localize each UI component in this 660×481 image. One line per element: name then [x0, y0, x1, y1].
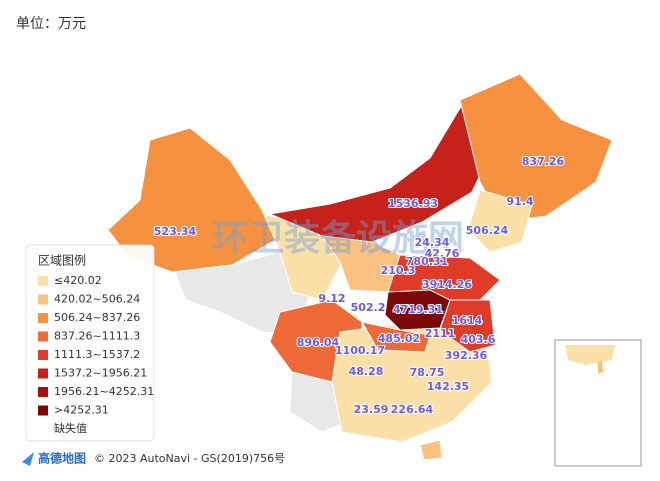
unit-label: 单位：万元	[16, 16, 86, 32]
value-label: 485.02	[378, 332, 420, 345]
legend-label: 1537.2~1956.21	[54, 367, 147, 380]
legend-label: ≤420.02	[54, 274, 102, 287]
legend-label: >4252.31	[54, 404, 109, 417]
legend-swatch	[38, 331, 48, 342]
logo-icon	[22, 452, 34, 466]
value-label: 4719.31	[393, 303, 443, 316]
value-label: 392.36	[445, 349, 488, 362]
legend-swatch	[38, 350, 48, 360]
value-label: 1536.93	[388, 197, 438, 210]
legend-label: 420.02~506.24	[54, 293, 140, 306]
value-label: 403.6	[461, 333, 496, 346]
value-label: 3914.26	[422, 278, 472, 291]
value-labels: 523.34837.2691.41536.93506.2424.3442.767…	[153, 154, 566, 417]
region	[361, 321, 431, 353]
legend-title: 区域图例	[38, 254, 86, 268]
legend-swatch	[38, 313, 48, 323]
value-label: 42.76	[425, 247, 460, 260]
value-label: 523.34	[154, 225, 197, 238]
attribution: © 2023 AutoNavi - GS(2019)756号	[94, 452, 285, 465]
legend-box	[25, 244, 155, 442]
value-label: 48.28	[349, 365, 384, 378]
value-label: 78.75	[410, 366, 445, 379]
inset-island	[598, 360, 603, 374]
value-label: 23.59	[354, 403, 389, 416]
value-label: 91.4	[506, 195, 533, 208]
value-label: 226.64	[391, 403, 434, 416]
regions	[107, 73, 613, 461]
legend: ≤420.02 420.02~506.24 506.24~837.26 837.26~…	[38, 274, 154, 435]
inset-land	[565, 345, 615, 365]
legend-swatch	[38, 276, 48, 286]
legend-swatch	[38, 294, 48, 305]
legend-label: 1111.3~1537.2	[54, 348, 140, 361]
value-label: 896.04	[297, 336, 340, 349]
value-label: 1100.17	[335, 344, 385, 357]
value-label: 9.12	[318, 292, 345, 305]
legend-swatch	[38, 368, 48, 379]
region	[384, 289, 451, 331]
value-label: 837.26	[522, 155, 565, 168]
value-label: 506.24	[466, 224, 509, 237]
region	[289, 371, 353, 433]
value-label: 1614	[452, 314, 483, 327]
logo: 高德地图	[38, 451, 86, 466]
legend-swatch	[38, 387, 48, 397]
legend-label: 1956.21~4252.31	[54, 385, 154, 398]
value-label: 210.3	[381, 264, 416, 277]
legend-missing: 缺失值	[54, 421, 87, 435]
legend-label: 506.24~837.26	[54, 311, 140, 324]
value-label: 780.31	[406, 255, 448, 268]
value-label: 2111	[425, 327, 456, 340]
value-label: 142.35	[427, 380, 469, 393]
legend-swatch	[38, 405, 48, 416]
region	[439, 299, 496, 353]
region	[467, 189, 533, 253]
value-label: 502.2	[351, 301, 386, 314]
region	[419, 439, 443, 461]
watermark: 环卫装备设施网	[212, 218, 464, 259]
legend-label: 837.26~1111.3	[54, 330, 140, 343]
value-label: 24.34	[415, 236, 450, 249]
